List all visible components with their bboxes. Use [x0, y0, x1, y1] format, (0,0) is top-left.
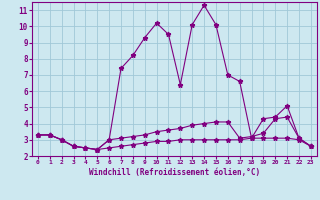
X-axis label: Windchill (Refroidissement éolien,°C): Windchill (Refroidissement éolien,°C) [89, 168, 260, 177]
